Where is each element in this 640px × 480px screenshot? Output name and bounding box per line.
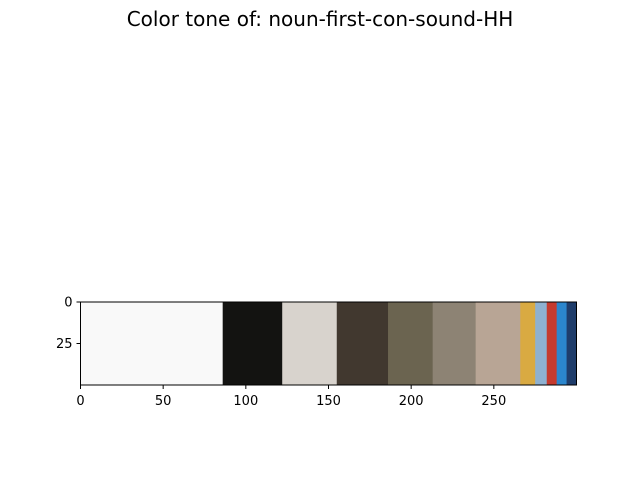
y-tick-label: 0	[64, 296, 72, 311]
color-segment	[556, 302, 568, 385]
color-segment	[388, 302, 434, 385]
color-segment	[222, 302, 283, 385]
x-tick-label: 250	[481, 394, 506, 409]
x-tick-label: 0	[76, 394, 84, 409]
color-segment	[336, 302, 389, 385]
x-tick-label: 50	[155, 394, 172, 409]
chart-title: Color tone of: noun-first-con-sound-HH	[127, 7, 514, 31]
y-axis-ticks: 0 25	[56, 296, 81, 352]
color-segment	[546, 302, 558, 385]
color-segment	[432, 302, 477, 385]
color-bar-strip	[80, 302, 577, 385]
x-tick-label: 100	[233, 394, 258, 409]
color-segment	[80, 302, 224, 385]
x-axis-ticks: 0 50 100 150 200 250	[76, 385, 506, 409]
color-segment	[475, 302, 521, 385]
color-segment	[282, 302, 338, 385]
y-tick-label: 25	[56, 337, 73, 352]
x-tick-label: 200	[399, 394, 424, 409]
color-segment	[520, 302, 536, 385]
x-tick-label: 150	[316, 394, 341, 409]
color-segment	[535, 302, 548, 385]
color-segment	[566, 302, 577, 385]
